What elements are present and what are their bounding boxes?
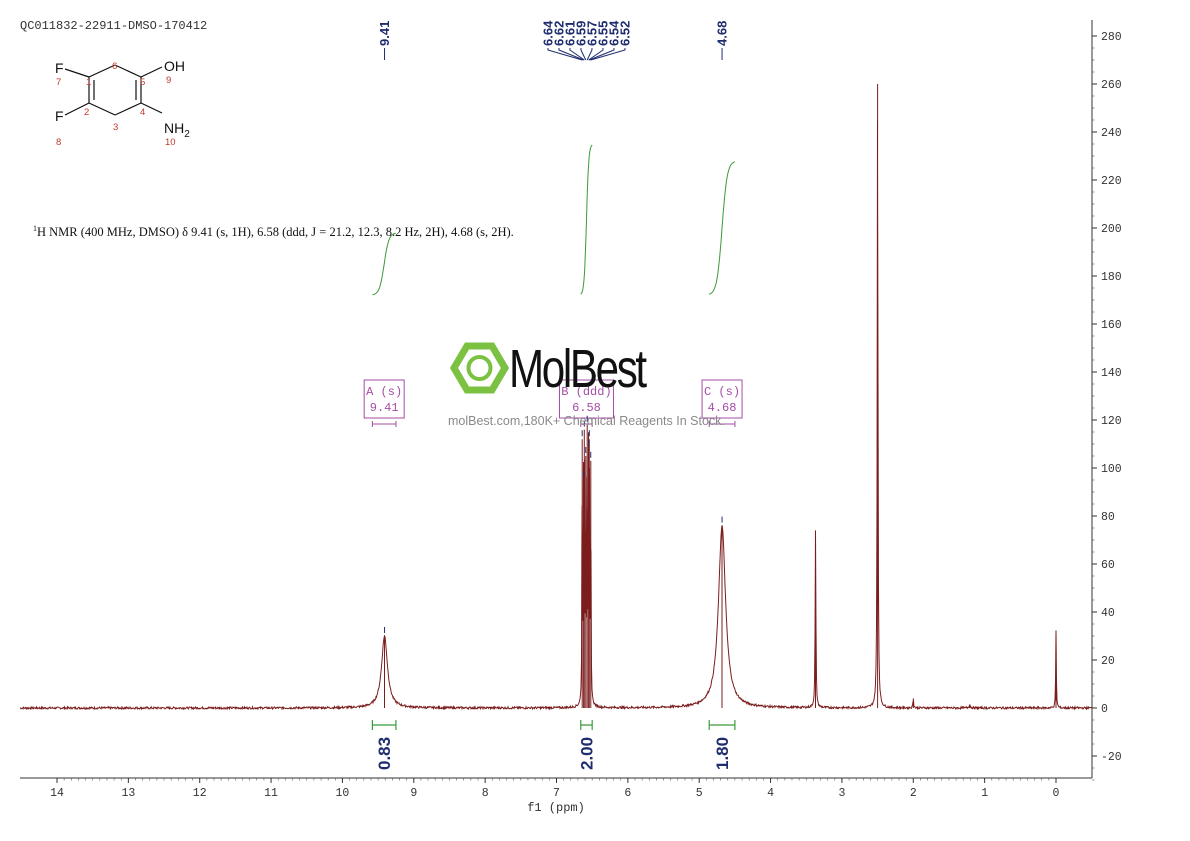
atom-nh2-n: NH <box>164 120 184 136</box>
x-tick-label: 13 <box>121 787 135 800</box>
peak-shift-label: 6.57 <box>585 21 600 46</box>
peak-label-connector <box>589 48 615 61</box>
atom-num-9: 9 <box>166 75 171 86</box>
x-tick-label: 4 <box>767 787 774 800</box>
peak-shift-label: 6.54 <box>607 20 622 46</box>
y-tick-label: 160 <box>1101 319 1122 332</box>
multiplet-range <box>580 421 593 427</box>
multiplet-range <box>708 421 736 427</box>
multiplet-shift: 9.41 <box>370 401 399 415</box>
atom-nh2-10: NH2 <box>164 120 190 140</box>
peak-label-connector <box>547 48 583 61</box>
peak-shift-label: 6.55 <box>596 21 611 46</box>
nmr-summary-text: H NMR (400 MHz, DMSO) δ 9.41 (s, 1H), 6.… <box>37 225 514 240</box>
y-tick-label: 100 <box>1101 463 1122 476</box>
atom-oh9: OH <box>164 58 185 74</box>
integral-curve <box>708 161 736 295</box>
multiplet-shift: 4.68 <box>708 401 737 415</box>
integral-range-bar <box>708 720 736 730</box>
multiplet-label: C (s) <box>704 385 740 399</box>
integral-value: 2.00 <box>578 737 597 770</box>
integral-curve <box>372 232 396 296</box>
multiplet-shift: 6.58 <box>572 401 601 415</box>
ring-num-5: 5 <box>140 77 145 88</box>
peak-shift-label: 6.59 <box>574 21 589 46</box>
peak-shift-label: 6.52 <box>618 21 633 46</box>
multiplet-box <box>701 379 743 419</box>
peak-label-connector <box>588 48 604 61</box>
x-tick-label: 9 <box>410 787 417 800</box>
peak-shift-label: 6.62 <box>552 21 567 46</box>
x-tick-label: 8 <box>482 787 489 800</box>
ring-num-6: 6 <box>112 61 117 72</box>
y-tick-label: 180 <box>1101 271 1122 284</box>
multiplet-label: A (s) <box>366 385 402 399</box>
x-tick-label: 11 <box>264 787 278 800</box>
y-tick-label: 0 <box>1101 703 1108 716</box>
x-tick-label: 0 <box>1053 787 1060 800</box>
y-tick-label: 60 <box>1101 559 1115 572</box>
integral-range-bar <box>371 720 397 730</box>
y-tick-label: 240 <box>1101 127 1122 140</box>
peak-label-connector <box>569 48 585 61</box>
watermark-tagline: molBest.com,180K+ Chemical Reagents In S… <box>448 414 725 428</box>
y-tick-label: 280 <box>1101 31 1122 44</box>
atom-num-10: 10 <box>165 137 176 148</box>
peak-label-connector <box>558 48 584 61</box>
atom-f7: F <box>55 60 64 76</box>
multiplet-label: B (ddd) <box>561 385 611 399</box>
atom-f8: F <box>55 108 64 124</box>
y-tick-label: 220 <box>1101 175 1122 188</box>
integral-curve <box>580 144 593 295</box>
peak-label-connector <box>586 48 593 61</box>
molbest-logo-text: MolBest <box>509 339 647 399</box>
peak-label-connector <box>590 48 626 61</box>
y-tick-label: 20 <box>1101 655 1115 668</box>
x-axis-label: f1 (ppm) <box>527 801 585 815</box>
peak-shift-label: 6.64 <box>541 20 556 46</box>
multiplet-range <box>371 421 397 427</box>
integral-value: 1.80 <box>713 737 732 770</box>
atom-num-7: 7 <box>56 77 61 88</box>
spectrum-id: QC011832-22911-DMSO-170412 <box>20 19 208 33</box>
nmr-nucleus: 1 <box>33 224 37 233</box>
spectrum-trace <box>19 84 1093 711</box>
peak-shift-label: 4.68 <box>715 21 730 46</box>
peak-shift-label: 9.41 <box>377 21 392 46</box>
y-tick-label: -20 <box>1101 751 1122 764</box>
ring-num-2: 2 <box>84 107 89 118</box>
integral-range-bar <box>580 720 593 730</box>
peak-label-connector <box>580 48 587 61</box>
y-tick-label: 140 <box>1101 367 1122 380</box>
multiplet-box <box>363 379 405 419</box>
integral-value: 0.83 <box>375 737 394 770</box>
molecule-structure: F F OH NH2 7 8 9 10 1 2 3 4 5 6 <box>55 58 190 148</box>
y-tick-label: 80 <box>1101 511 1115 524</box>
y-tick-label: 200 <box>1101 223 1122 236</box>
peak-shift-label: 6.61 <box>563 21 578 46</box>
x-tick-label: 2 <box>910 787 917 800</box>
atom-nh2-sub: 2 <box>184 129 190 140</box>
ring-num-1: 1 <box>86 77 91 88</box>
x-tick-label: 5 <box>696 787 703 800</box>
x-tick-label: 7 <box>553 787 560 800</box>
x-tick-label: 1 <box>981 787 988 800</box>
ring-num-4: 4 <box>140 107 145 118</box>
nmr-summary: 1H NMR (400 MHz, DMSO) δ 9.41 (s, 1H), 6… <box>33 224 514 240</box>
y-tick-label: 40 <box>1101 607 1115 620</box>
atom-num-8: 8 <box>56 137 61 148</box>
x-tick-label: 10 <box>336 787 350 800</box>
multiplet-box <box>558 379 614 419</box>
y-tick-label: 260 <box>1101 79 1122 92</box>
y-tick-label: 120 <box>1101 415 1122 428</box>
x-tick-label: 12 <box>193 787 207 800</box>
molbest-logo-icon <box>449 342 510 394</box>
ring-num-3: 3 <box>113 122 118 133</box>
x-tick-label: 14 <box>50 787 64 800</box>
x-tick-label: 3 <box>838 787 845 800</box>
x-tick-label: 6 <box>624 787 631 800</box>
